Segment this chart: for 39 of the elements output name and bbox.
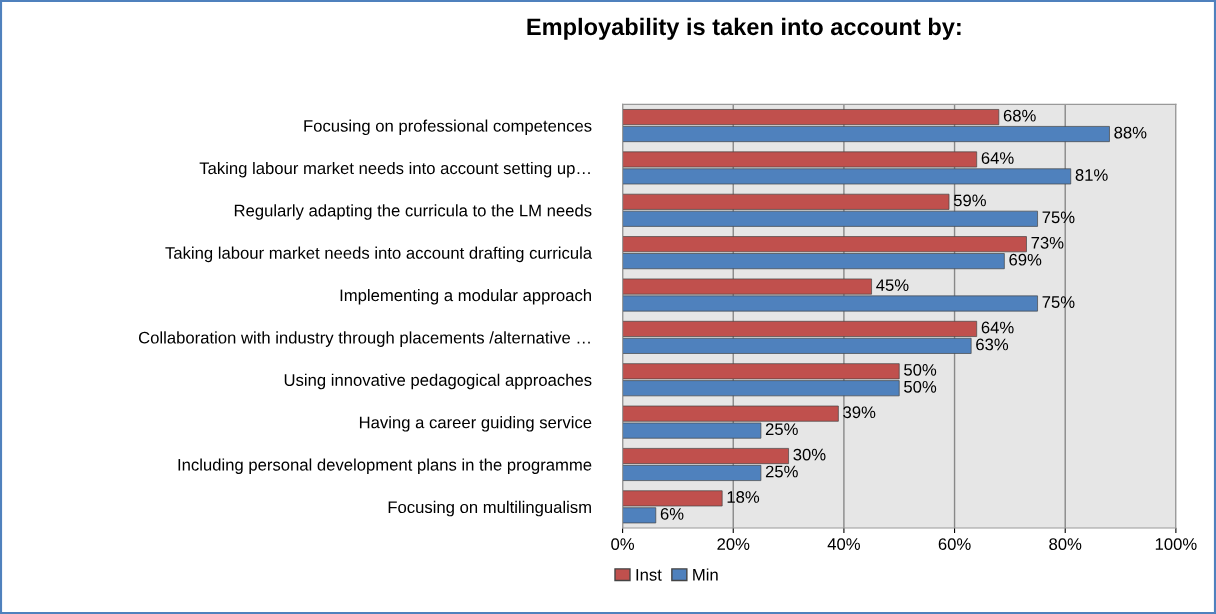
y-tick-label: Collaboration with industry through placements /alternative … [138,331,590,347]
data-label: 75% [1042,296,1075,308]
data-label: 6% [660,508,684,520]
y-tick-label: Focusing on multilingualism [388,500,591,517]
data-label: 50% [904,363,937,376]
data-label: 75% [1042,211,1075,224]
y-tick-label: Including personal development plans in the programme [178,458,592,474]
data-label: 64% [981,152,1014,164]
data-label: 30% [793,448,826,461]
data-label: 25% [765,423,798,436]
legend-label: Inst [636,569,662,581]
data-label: 39% [843,406,876,419]
data-label: 68% [1003,109,1036,122]
data-label: 64% [981,321,1014,334]
x-tick-label: 100% [1155,538,1197,550]
y-tick-label: Taking labour market needs into account drafting curricula [165,246,593,263]
y-tick-label: Taking labour market needs into account setting up… [199,161,590,178]
x-tick-label: 20% [717,538,750,550]
y-tick-label: Using innovative pedagogical approaches [284,373,592,390]
x-tick-label: 40% [827,538,860,550]
data-label: 69% [1009,253,1042,266]
data-label: 88% [1114,126,1147,139]
y-tick-label: Having a career guiding service [359,416,592,432]
data-label: 45% [876,279,909,292]
legend-label: Min [693,568,718,581]
data-label: 73% [1031,236,1064,249]
x-tick-label: 0% [611,538,635,550]
data-label: 81% [1075,169,1108,181]
data-label: 63% [976,338,1009,351]
y-tick-label: Regularly adapting the curricula to the LM needs [234,204,592,220]
data-label: 25% [765,465,798,478]
y-tick-label: Implementing a modular approach [340,288,591,305]
y-tick-label: Focusing on professional competences [304,119,592,136]
data-label: 18% [727,491,760,503]
chart-title: Employability is taken into account by: [527,17,961,40]
x-tick-label: 80% [1049,538,1082,550]
x-tick-label: 60% [938,538,971,550]
data-label: 50% [904,380,937,393]
data-label: 59% [953,194,986,207]
